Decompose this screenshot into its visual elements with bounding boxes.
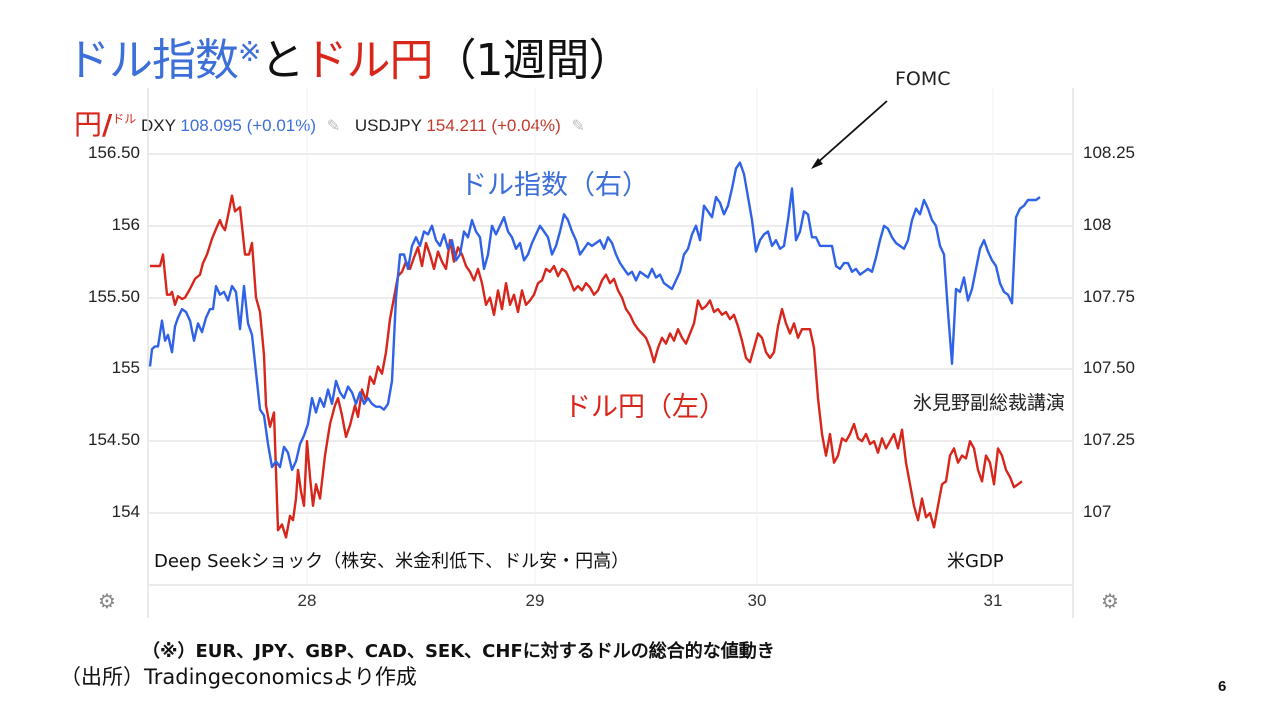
dxy-line: [148, 161, 1041, 472]
right-tick: 107: [1083, 502, 1112, 521]
left-tick: 154: [111, 502, 140, 521]
x-tick: 31: [983, 591, 1003, 610]
right-tick: 107.25: [1083, 430, 1135, 449]
left-unit-dollar: ドル: [112, 112, 137, 126]
left-tick: 154.50: [88, 430, 140, 449]
pencil-icon[interactable]: ✎: [326, 118, 341, 135]
pencil-icon[interactable]: ✎: [571, 118, 585, 135]
himino-annotation: 氷見野副総裁講演: [913, 392, 1066, 414]
left-tick: 156: [111, 215, 140, 234]
right-tick: 108: [1083, 215, 1112, 234]
gdp-annotation: 米GDP: [947, 551, 1004, 572]
x-tick: 30: [747, 591, 767, 610]
legend-dxy-value: 108.095 (+0.01%): [180, 116, 317, 135]
title-period: （1週間）: [432, 35, 632, 86]
right-tick: 107.50: [1083, 358, 1135, 377]
gear-icon[interactable]: ⚙: [1101, 589, 1119, 613]
chart-grid: [147, 88, 1074, 618]
usdjpy-series-label: ドル円（左）: [564, 392, 726, 423]
deepseek-annotation: Deep Seekショック（株安、米金利低下、ドル安・円高）: [154, 551, 630, 572]
title-usdjpy: ドル円: [303, 35, 433, 86]
right-tick: 107.75: [1083, 287, 1135, 306]
left-unit-slash: /: [102, 108, 113, 141]
title-asterisk: ※: [238, 35, 261, 68]
dxy-series-label: ドル指数（右）: [460, 170, 649, 201]
chart-legend: 円/ドル DXY 108.095 (+0.01%) ✎ USDJPY 154.2…: [74, 104, 595, 142]
legend-dxy-name: DXY: [141, 116, 176, 135]
fomc-annotation: FOMC: [895, 68, 951, 90]
legend-usdjpy-name: USDJPY: [354, 116, 422, 135]
right-tick: 108.25: [1083, 143, 1135, 162]
title-and: と: [260, 35, 304, 86]
slide-title: ドル指数※とドル円（1週間）: [66, 26, 632, 87]
footnote: （※）EUR、JPY、GBP、CAD、SEK、CHFに対するドルの総合的な値動き: [142, 641, 775, 662]
page-number: 6: [1218, 678, 1227, 695]
x-tick: 29: [525, 591, 545, 610]
legend-usdjpy-value: 154.211 (+0.04%): [426, 116, 561, 135]
title-dxy: ドル指数: [66, 35, 239, 86]
left-tick: 155: [111, 358, 140, 377]
left-tick: 155.50: [88, 287, 140, 306]
usdjpy-line: [150, 194, 1023, 539]
left-unit-yen: 円: [74, 108, 103, 141]
source-note: （出所）Tradingeconomicsより作成: [60, 665, 417, 689]
x-tick: 28: [297, 591, 317, 610]
fomc-arrow-icon: [811, 100, 888, 169]
gear-icon[interactable]: ⚙: [98, 589, 116, 613]
left-tick: 156.50: [88, 143, 140, 162]
